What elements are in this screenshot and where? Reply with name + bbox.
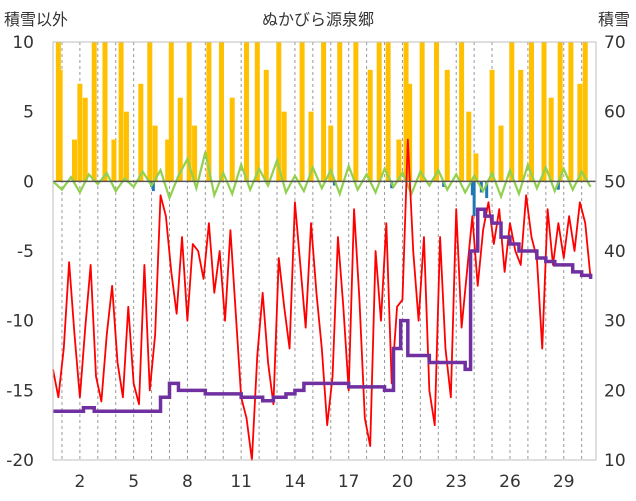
precipitation-bar	[385, 42, 391, 182]
precipitation-bar	[276, 42, 282, 182]
precipitation-bar	[541, 42, 547, 182]
negative-bar	[332, 181, 336, 186]
plot-frame	[52, 41, 597, 461]
x-tick-label: 14	[284, 472, 306, 492]
precipitation-bar	[218, 42, 224, 182]
precipitation-bar	[82, 97, 88, 182]
precipitation-bar	[165, 139, 171, 182]
x-tick-label: 2	[74, 472, 85, 492]
negative-bar	[556, 181, 560, 190]
precipitation-bar	[168, 42, 174, 182]
precipitation-bar	[177, 97, 183, 182]
precipitation-bar	[138, 83, 144, 182]
x-tick-label: 11	[230, 472, 252, 492]
y-ticks-left: 10 5 0 -5 -10 -15 -20	[6, 33, 34, 471]
x-tick-label: 20	[392, 472, 414, 492]
precipitation-bar	[407, 83, 413, 182]
precipitation-bar	[509, 42, 515, 182]
precipitation-bar	[91, 42, 97, 182]
axis-layer	[52, 41, 597, 461]
precipitation-bar	[582, 42, 588, 182]
precipitation-bar	[568, 42, 574, 182]
y-tick-right-label: 60	[604, 103, 626, 123]
precipitation-bar	[57, 69, 63, 182]
negative-bar	[470, 181, 474, 196]
precipitation-bar	[152, 125, 158, 182]
negative-bar	[151, 181, 155, 192]
snow-depth-line	[53, 207, 593, 413]
y-tick-left-label: -20	[6, 451, 34, 471]
y-tick-left-label: 10	[12, 33, 34, 53]
x-tick-label: 29	[553, 472, 575, 492]
precipitation-bar	[263, 69, 269, 182]
series-layer	[52, 42, 593, 461]
x-tick-label: 17	[338, 472, 360, 492]
precipitation-bar	[337, 42, 343, 182]
precipitation-bar	[396, 139, 402, 182]
precipitation-bar	[186, 42, 192, 182]
precipitation-bar	[72, 139, 78, 182]
precipitation-bar	[206, 42, 212, 182]
y-axis-right-label: 積雪	[598, 10, 630, 29]
precipitation-bar	[444, 69, 450, 182]
negative-bar	[485, 181, 489, 199]
precipitation-bar	[321, 42, 327, 182]
precipitation-bar	[244, 42, 250, 182]
precipitation-bar	[299, 42, 305, 182]
wind-line	[52, 151, 592, 202]
precipitation-bar	[147, 42, 153, 182]
y-tick-left-label: 0	[23, 172, 34, 192]
precipitation-bar	[77, 83, 83, 182]
precipitation-bar	[459, 42, 465, 182]
precipitation-bar	[308, 111, 314, 182]
y-axis-left-label: 積雪以外	[4, 10, 68, 29]
precipitation-bar	[123, 111, 129, 182]
y-tick-right-label: 20	[604, 381, 626, 401]
precipitation-bar	[528, 42, 534, 182]
precipitation-bar	[489, 69, 495, 182]
y-tick-right-label: 70	[604, 33, 626, 53]
chart-title: ぬかびら源泉郷	[262, 10, 374, 29]
negative-bar	[472, 181, 476, 217]
precipitation-bar	[192, 125, 198, 182]
y-tick-left-label: -15	[6, 381, 34, 401]
precipitation-bar	[434, 42, 440, 182]
precipitation-bar	[328, 125, 334, 182]
precipitation-bar	[111, 139, 117, 182]
precipitation-bar	[281, 111, 287, 182]
precipitation-bar	[419, 42, 425, 182]
precipitation-bar	[403, 42, 409, 182]
y-tick-right-label: 30	[604, 312, 626, 332]
y-tick-right-label: 40	[604, 242, 626, 262]
x-tick-label: 26	[499, 472, 521, 492]
precipitation-bar	[254, 42, 260, 182]
precipitation-bar	[498, 125, 504, 182]
precipitation-bar	[118, 42, 124, 182]
precipitation-bar	[518, 69, 524, 182]
x-tick-label: 23	[445, 472, 467, 492]
y-tick-right-label: 10	[604, 451, 626, 471]
y-tick-left-label: -10	[6, 312, 34, 332]
precipitation-bar	[466, 111, 472, 182]
precipitation-bar	[229, 97, 235, 182]
precipitation-bar	[557, 42, 563, 182]
precipitation-bar	[376, 42, 382, 182]
y-tick-right-label: 50	[604, 172, 626, 192]
precipitation-bar	[473, 153, 479, 182]
x-tick-label: 8	[182, 472, 193, 492]
y-tick-left-label: 5	[23, 103, 34, 123]
x-ticks: 2 5 8 11 14 17 20 23 26 29	[74, 472, 574, 492]
precipitation-bar	[577, 83, 583, 182]
y-tick-left-label: -5	[17, 242, 34, 262]
y-ticks-right: 70 60 50 40 30 20 10	[604, 33, 626, 471]
precipitation-bar	[353, 42, 359, 182]
x-tick-label: 5	[128, 472, 139, 492]
precipitation-bar	[548, 97, 554, 182]
precipitation-bar	[367, 69, 373, 182]
precipitation-bar	[102, 42, 108, 182]
